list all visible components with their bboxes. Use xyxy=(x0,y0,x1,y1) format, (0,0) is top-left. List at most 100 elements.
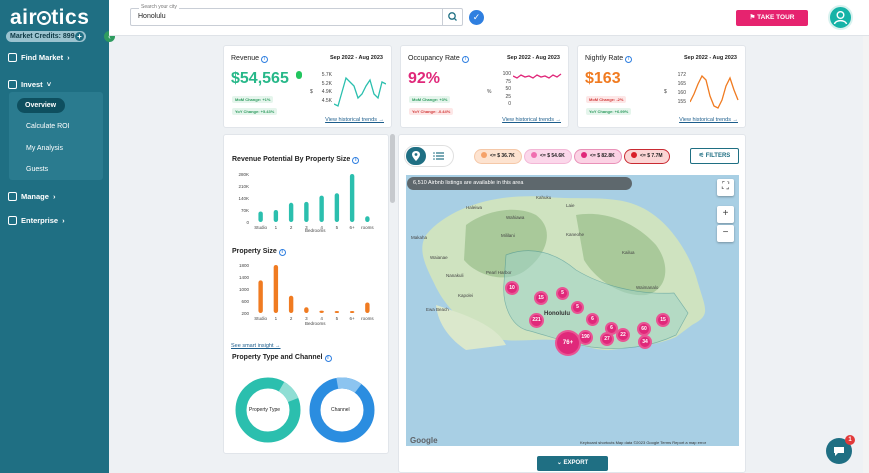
bar[interactable] xyxy=(288,295,294,313)
app-logo[interactable]: air tics xyxy=(10,6,90,29)
listing-cluster[interactable]: 60 xyxy=(637,322,651,336)
info-icon[interactable]: i xyxy=(261,56,269,63)
info-icon[interactable]: i xyxy=(625,56,633,63)
axis-tick: 75 xyxy=(505,78,511,85)
sidebar-item-my-analysis[interactable]: My Analysis xyxy=(26,145,63,152)
kpi-title-text: Occupancy Rate xyxy=(408,55,460,62)
fullscreen-button[interactable]: ⛶ xyxy=(717,179,734,196)
sidebar-item-guests[interactable]: Guests xyxy=(26,166,49,173)
bar[interactable] xyxy=(258,211,263,222)
revenue-filter-pill[interactable]: <= $ 82.8K xyxy=(574,149,622,164)
bar[interactable] xyxy=(334,311,340,313)
listing-cluster[interactable]: 15 xyxy=(656,313,670,327)
collapse-sidebar-button[interactable]: ‹ xyxy=(104,31,115,42)
bar[interactable] xyxy=(304,201,309,222)
nav-enterprise[interactable]: Enterprise › xyxy=(8,216,65,225)
occupancy-sparkline xyxy=(513,73,562,79)
sidebar-item-calculate-roi[interactable]: Calculate ROI xyxy=(26,123,70,130)
bar[interactable] xyxy=(273,265,279,313)
listing-cluster[interactable]: 15 xyxy=(534,291,548,305)
list-icon[interactable] xyxy=(433,151,445,161)
x-axis-tick: 5 xyxy=(336,225,339,230)
user-avatar[interactable] xyxy=(828,5,853,30)
filters-button[interactable]: ⚟ FILTERS xyxy=(690,148,739,164)
revenue-filter-pill[interactable]: <= $ 54.6K xyxy=(524,149,572,164)
bar[interactable] xyxy=(349,311,355,313)
nav-invest[interactable]: Invest ˅ xyxy=(8,80,51,89)
mom-change: MoM Change: +3% xyxy=(409,96,451,103)
bar[interactable] xyxy=(319,310,324,313)
legend-dot xyxy=(531,152,537,158)
see-smart-insight-link[interactable]: See smart insight → xyxy=(231,343,281,349)
view-historical-trends-link[interactable]: View historical trends → xyxy=(679,117,738,123)
axis-tick: 5.2K xyxy=(321,80,332,87)
bar[interactable] xyxy=(349,174,355,222)
search-input[interactable]: Honolulu xyxy=(138,13,166,20)
pill-label: <= $ 7.7M xyxy=(640,153,663,159)
revenue-by-size-title: Revenue Potential By Property Size i xyxy=(232,156,360,164)
nav-find-market[interactable]: Find Market › xyxy=(8,53,70,62)
map-view-button[interactable] xyxy=(406,147,426,165)
view-historical-trends-link[interactable]: View historical trends → xyxy=(325,117,384,123)
channel-donut[interactable] xyxy=(307,375,377,445)
listing-cluster[interactable]: 5 xyxy=(571,301,584,314)
sidebar-item-overview[interactable]: Overview xyxy=(17,98,65,113)
listing-cluster[interactable]: 6 xyxy=(586,313,599,326)
pill-label: <= $ 54.6K xyxy=(540,153,565,159)
bar[interactable] xyxy=(273,210,279,222)
zoom-out-button[interactable]: − xyxy=(717,225,734,242)
property-type-donut[interactable] xyxy=(233,375,303,445)
export-button[interactable]: ⌄ EXPORT xyxy=(537,456,608,471)
axis-tick: 5.7K xyxy=(321,72,332,78)
view-historical-trends-link[interactable]: View historical trends → xyxy=(502,117,561,123)
bar[interactable] xyxy=(334,193,340,222)
sidebar: air tics Market Credits: 899 + Find Marke… xyxy=(0,0,109,473)
zoom-in-button[interactable]: + xyxy=(717,206,734,223)
bar[interactable] xyxy=(258,280,263,313)
panel-scrollbar[interactable] xyxy=(390,134,395,203)
bar[interactable] xyxy=(365,302,370,313)
listing-cluster[interactable]: 221 xyxy=(529,313,544,328)
city-search[interactable]: Search your city Honolulu xyxy=(130,4,463,26)
property-size-title: Property Size i xyxy=(232,248,286,256)
kpi-period: Sep 2022 - Aug 2023 xyxy=(684,55,737,61)
listing-cluster[interactable]: 22 xyxy=(616,328,630,342)
kpi-y-axis: 5.7K 5.2K 4.9K 4.5K xyxy=(310,71,332,105)
info-icon[interactable]: i xyxy=(352,157,360,164)
bar[interactable] xyxy=(365,216,370,222)
bar[interactable] xyxy=(288,202,294,222)
pill-label: <= $ 82.8K xyxy=(590,153,615,159)
axis-tick: 0 xyxy=(508,101,511,107)
info-icon[interactable]: i xyxy=(278,249,286,256)
chat-widget-button[interactable]: 1 xyxy=(826,435,855,464)
listing-cluster[interactable]: 27 xyxy=(600,332,614,346)
search-label: Search your city xyxy=(139,4,179,10)
map-list-toggle[interactable] xyxy=(404,145,454,167)
kpi-value: $54,565 xyxy=(231,70,289,87)
bar[interactable] xyxy=(304,307,309,313)
info-icon[interactable]: i xyxy=(461,56,469,63)
revenue-filter-pill[interactable]: <= $ 36.7K xyxy=(474,149,522,164)
x-axis-tick: 2 xyxy=(290,316,293,321)
listing-cluster-large[interactable]: 76+ xyxy=(555,330,581,356)
market-credits-badge[interactable]: Market Credits: 899 + xyxy=(6,31,86,42)
nav-manage[interactable]: Manage › xyxy=(8,192,55,201)
kpi-title: Revenue i xyxy=(231,55,269,63)
kpi-axis-unit: $ xyxy=(664,89,667,95)
logo-mark-icon xyxy=(37,11,52,25)
listing-cluster[interactable]: 10 xyxy=(505,281,519,295)
bar[interactable] xyxy=(319,195,324,222)
listing-cluster[interactable]: 34 xyxy=(638,335,652,349)
donut-center-label: Property Type xyxy=(249,407,281,413)
revenue-filter-pill[interactable]: <= $ 7.7M xyxy=(624,149,670,164)
kpi-title-text: Revenue xyxy=(231,55,260,62)
map[interactable]: Makaha Waianae Nanakuli Kapolei Ewa Beac… xyxy=(406,175,739,446)
search-button[interactable] xyxy=(442,9,462,25)
listing-cluster[interactable]: 5 xyxy=(556,287,569,300)
place-label: Kaneohe xyxy=(566,232,585,237)
take-tour-button[interactable]: ⚑ TAKE TOUR xyxy=(736,10,808,26)
page-scrollbar[interactable] xyxy=(863,36,869,473)
info-icon[interactable]: i xyxy=(324,355,332,362)
map-attribution[interactable]: Keyboard shortcuts Map data ©2023 Google… xyxy=(580,440,707,445)
add-credits-icon[interactable]: + xyxy=(75,32,84,41)
